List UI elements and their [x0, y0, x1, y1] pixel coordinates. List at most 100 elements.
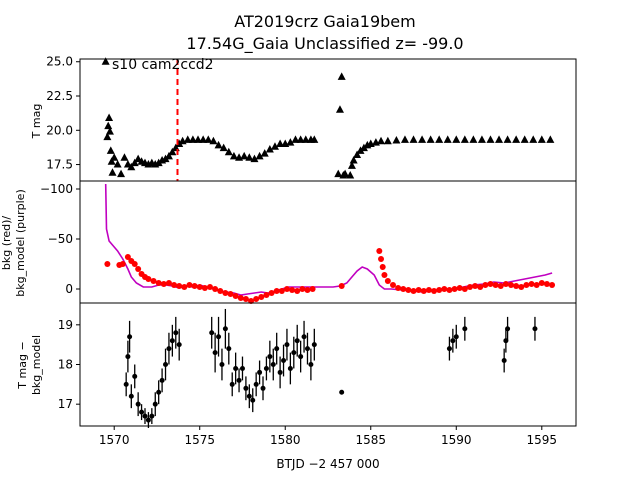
- bkg-point: [431, 288, 438, 294]
- tmag-point: [334, 169, 343, 178]
- diff-mag-point: [298, 354, 304, 360]
- diff-mag-point: [267, 354, 273, 360]
- y-tick-label: 22.5: [46, 89, 73, 103]
- tmag-point: [113, 160, 122, 168]
- tmag-point: [296, 135, 305, 143]
- bkg-point: [497, 283, 504, 289]
- diff-mag-panel: 17 18 19: [58, 302, 577, 428]
- y-tick-label: −100: [40, 182, 73, 196]
- panel1-ylabel-line1: bkg (red)/: [0, 216, 13, 270]
- diff-mag-point: [239, 365, 245, 371]
- bkg-point: [191, 283, 198, 289]
- tmag-point: [117, 169, 126, 178]
- bkg-point: [405, 287, 412, 293]
- x-tick-label: 1590: [441, 433, 472, 447]
- tmag-panel: 17.5 20.0 22.5 25.0: [46, 55, 577, 182]
- tmag-point: [106, 146, 115, 154]
- bkg-point: [150, 278, 157, 284]
- y-tick-label: 18: [58, 358, 73, 372]
- tmag-point: [529, 135, 538, 143]
- bkg-point: [304, 287, 311, 293]
- diff-mag-point: [132, 373, 138, 379]
- bkg-point: [232, 293, 239, 299]
- panel-frame: [79, 302, 577, 427]
- diff-mag-point: [149, 413, 155, 419]
- x-tick-label: 1575: [184, 433, 215, 447]
- diff-mag-point: [159, 377, 165, 383]
- bkg-point: [425, 287, 432, 293]
- diff-mag-point: [246, 393, 252, 399]
- diff-mag-point: [446, 346, 452, 352]
- tmag-point: [537, 135, 546, 143]
- tmag-point: [105, 127, 114, 135]
- tmag-point: [337, 72, 346, 80]
- bkg-point: [212, 286, 219, 292]
- tmag-point: [276, 139, 285, 147]
- tmag-point: [409, 135, 418, 143]
- diff-mag-point: [233, 365, 239, 371]
- diff-mag-point: [229, 381, 235, 387]
- panel2-ylabel-line2: bkg_model: [30, 335, 43, 395]
- bkg-point: [186, 282, 193, 288]
- diff-mag-point: [453, 334, 459, 340]
- diff-mag-point: [209, 330, 215, 336]
- bkg-point: [477, 284, 484, 290]
- diff-mag-point: [277, 369, 283, 375]
- panel2-ylabel-line1: T mag −: [16, 341, 29, 389]
- bkg-point: [487, 281, 494, 287]
- diff-mag-point: [226, 346, 232, 352]
- tmag-point: [469, 135, 478, 143]
- diff-mag-point: [253, 381, 259, 387]
- chart-title-line2: 17.54G_Gaia Unclassified z= -99.0: [186, 34, 463, 54]
- diff-mag-point: [270, 362, 276, 367]
- bkg-point: [441, 286, 448, 292]
- tmag-point: [301, 135, 310, 143]
- tmag-point: [250, 154, 259, 163]
- tmag-point: [503, 135, 512, 143]
- bkg-point: [299, 286, 306, 292]
- diff-mag-point: [339, 389, 345, 395]
- bkg-point: [309, 286, 316, 292]
- diff-mag-point: [142, 413, 148, 419]
- bkg-point: [379, 264, 386, 270]
- x-tick-label: 1585: [355, 433, 386, 447]
- tmag-point: [349, 155, 358, 164]
- x-tick-label: 1570: [99, 433, 130, 447]
- bkg-point: [513, 283, 520, 289]
- bkg-point: [171, 282, 178, 288]
- tmag-point: [520, 135, 529, 143]
- diff-mag-point: [236, 377, 242, 383]
- bkg-point: [145, 276, 152, 282]
- tmag-point: [214, 140, 223, 149]
- bkg-point: [472, 283, 479, 289]
- tmag-point: [260, 149, 269, 157]
- y-tick-label: −50: [48, 232, 73, 246]
- bkg-point: [124, 254, 131, 260]
- tmag-point: [347, 161, 356, 169]
- bkg-point: [492, 282, 499, 288]
- diff-mag-point: [301, 334, 307, 340]
- diff-mag-point: [173, 330, 179, 336]
- x-tick-label: 1580: [270, 433, 301, 447]
- y-tick-label: 25.0: [46, 55, 73, 69]
- tmag-point: [546, 135, 555, 143]
- diff-mag-point: [169, 338, 175, 344]
- bkg-panel: 0 −50 −100: [40, 180, 577, 304]
- bkg-point: [482, 282, 489, 288]
- tmag-point: [477, 135, 486, 143]
- tmag-point: [108, 168, 117, 176]
- tmag-point: [486, 135, 495, 143]
- bkg-point: [206, 284, 213, 290]
- bkg-point: [135, 266, 142, 272]
- tmag-point: [377, 136, 386, 145]
- diff-mag-point: [123, 381, 129, 387]
- bkg-point: [533, 282, 540, 288]
- tmag-point: [164, 151, 173, 160]
- diff-mag-point: [243, 385, 249, 391]
- sector-camera-annotation: s10 cam2ccd2: [112, 57, 214, 73]
- tmag-point: [240, 151, 249, 160]
- bkg-point: [258, 294, 265, 300]
- bkg-point: [237, 295, 244, 301]
- bkg-point: [217, 288, 224, 294]
- diff-mag-point: [212, 350, 218, 356]
